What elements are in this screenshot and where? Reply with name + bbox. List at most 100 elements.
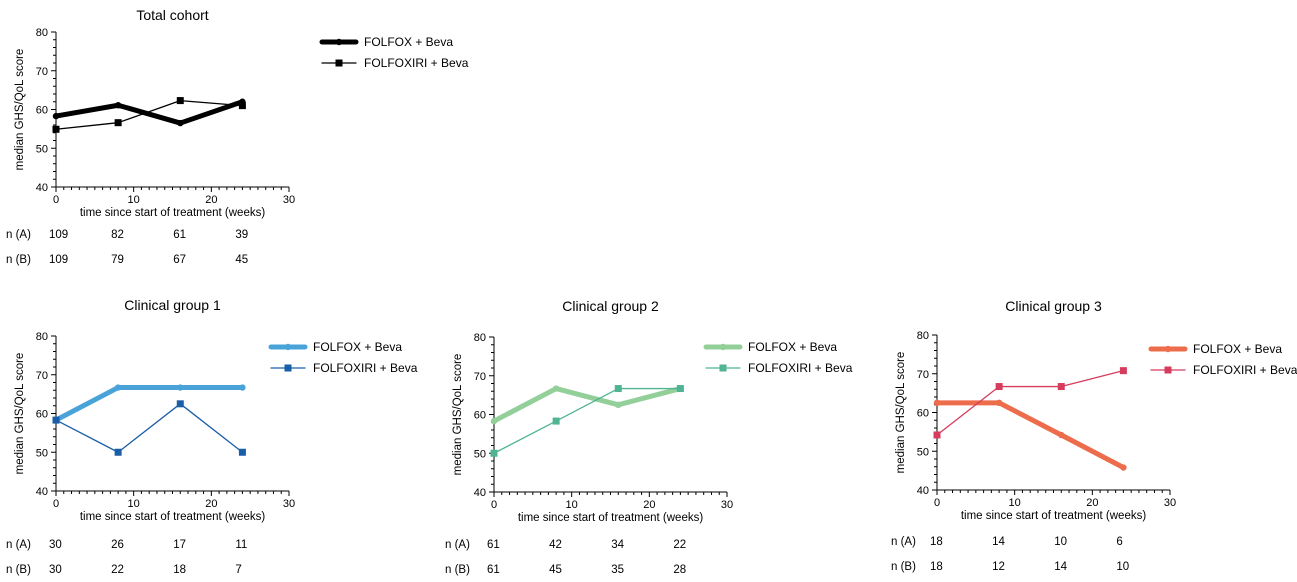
series-line-1 xyxy=(934,400,1126,471)
y-tick-label: 60 xyxy=(917,408,929,420)
series-line-1 xyxy=(53,99,245,126)
count-value: 7 xyxy=(235,564,241,576)
count-value: 22 xyxy=(111,564,124,576)
count-value: 45 xyxy=(235,254,248,266)
data-point-marker xyxy=(114,119,122,127)
data-point-marker xyxy=(238,102,246,110)
x-axis-label: time since start of treatment (weeks) xyxy=(80,207,266,219)
series-line-2 xyxy=(55,99,244,130)
data-point-marker xyxy=(552,385,560,392)
y-tick-label: 70 xyxy=(474,371,486,383)
count-row-label: n (A) xyxy=(891,536,916,548)
y-tick-label: 80 xyxy=(36,27,48,39)
count-value: 39 xyxy=(235,229,248,241)
y-tick-label: 70 xyxy=(917,369,929,381)
y-tick-label: 70 xyxy=(36,66,48,78)
data-point-marker xyxy=(614,385,622,393)
y-tick-label: 40 xyxy=(36,486,48,498)
data-point-marker xyxy=(552,417,560,425)
y-tick-label: 50 xyxy=(36,447,48,459)
count-value: 18 xyxy=(173,564,186,576)
x-tick-label: 10 xyxy=(1009,497,1021,509)
x-axis-label: time since start of treatment (weeks) xyxy=(80,511,266,523)
data-point-marker xyxy=(52,416,60,424)
data-point-marker xyxy=(114,102,122,109)
count-value: 18 xyxy=(930,561,943,573)
y-tick-label: 80 xyxy=(36,331,48,343)
x-tick-label: 20 xyxy=(1086,497,1098,509)
count-value: 109 xyxy=(49,254,68,266)
x-axis-label: time since start of treatment (weeks) xyxy=(518,512,704,524)
count-value: 61 xyxy=(173,229,186,241)
data-point-marker xyxy=(114,384,122,391)
count-row-label: n (B) xyxy=(6,564,31,576)
legend-swatch-marker xyxy=(284,343,292,351)
y-tick-label: 70 xyxy=(36,370,48,382)
count-value: 109 xyxy=(49,229,68,241)
count-value: 17 xyxy=(173,539,186,551)
data-point-marker xyxy=(933,399,941,407)
panel-clinical-group-1: Clinical group 1 40 50 60 70 80 0 10 20 30 time si… xyxy=(6,297,418,576)
count-row-label: n (B) xyxy=(891,561,916,573)
y-axis-label: median GHS/QoL score xyxy=(14,49,26,171)
panel-total-cohort: Total cohort 40 50 60 70 80 0 10 20 30 time since … xyxy=(6,7,469,266)
x-tick-label: 20 xyxy=(205,194,217,206)
legend-label: FOLFOXIRI + Beva xyxy=(748,361,853,375)
legend-swatch-marker xyxy=(719,364,727,372)
data-point-marker xyxy=(52,112,60,120)
panel-clinical-group-2: Clinical group 2 40 50 60 70 80 0 10 20 30 time si… xyxy=(445,298,853,576)
count-value: 22 xyxy=(673,539,686,551)
x-tick-label: 30 xyxy=(1164,497,1176,509)
x-tick-label: 20 xyxy=(643,499,655,511)
data-point-marker xyxy=(1058,431,1065,439)
count-value: 10 xyxy=(1054,536,1067,548)
y-tick-label: 80 xyxy=(917,330,929,342)
y-tick-label: 60 xyxy=(474,410,486,422)
panel-clinical-group-3: Clinical group 3 40 50 60 70 80 0 10 20 30 time si… xyxy=(891,298,1297,573)
data-point-marker xyxy=(238,448,246,456)
count-value: 67 xyxy=(173,254,186,266)
x-tick-label: 0 xyxy=(53,194,59,206)
x-tick-label: 10 xyxy=(128,498,140,510)
x-tick-label: 30 xyxy=(721,499,733,511)
data-point-marker xyxy=(995,399,1003,407)
count-value: 30 xyxy=(49,539,62,551)
series-line-2 xyxy=(936,369,1125,436)
legend-swatch-marker xyxy=(1164,345,1172,353)
count-value: 30 xyxy=(49,564,62,576)
x-tick-label: 10 xyxy=(566,499,578,511)
data-point-marker xyxy=(176,97,184,105)
count-row-label: n (B) xyxy=(445,564,470,576)
count-value: 11 xyxy=(235,539,247,551)
chart-title: Clinical group 2 xyxy=(562,298,659,314)
x-tick-label: 10 xyxy=(128,194,140,206)
data-point-marker xyxy=(995,383,1003,391)
legend-swatch-marker xyxy=(719,343,727,351)
x-tick-label: 0 xyxy=(491,499,497,511)
y-tick-label: 50 xyxy=(917,446,929,458)
count-value: 79 xyxy=(111,254,124,266)
y-axis-label: median GHS/QoL score xyxy=(14,353,26,475)
count-value: 82 xyxy=(111,229,124,241)
data-point-marker xyxy=(52,125,60,133)
chart-title: Clinical group 3 xyxy=(1005,298,1102,314)
x-tick-label: 0 xyxy=(934,497,940,509)
y-tick-label: 50 xyxy=(36,143,48,155)
count-value: 61 xyxy=(487,539,500,551)
legend-label: FOLFOXIRI + Beva xyxy=(1193,363,1297,377)
x-tick-label: 30 xyxy=(283,498,295,510)
y-axis-label: median GHS/QoL score xyxy=(895,352,907,474)
count-value: 14 xyxy=(1054,561,1067,573)
data-point-marker xyxy=(114,448,122,456)
legend-label: FOLFOX + Beva xyxy=(1193,342,1282,356)
legend-label: FOLFOX + Beva xyxy=(364,35,453,49)
series-line-2 xyxy=(493,387,682,454)
count-value: 14 xyxy=(992,536,1005,548)
x-axis-label: time since start of treatment (weeks) xyxy=(961,510,1147,522)
legend-swatch-marker xyxy=(1164,366,1172,374)
data-point-marker xyxy=(1057,383,1065,391)
count-value: 34 xyxy=(611,539,624,551)
count-value: 45 xyxy=(549,564,562,576)
chart-title: Clinical group 1 xyxy=(124,297,221,313)
